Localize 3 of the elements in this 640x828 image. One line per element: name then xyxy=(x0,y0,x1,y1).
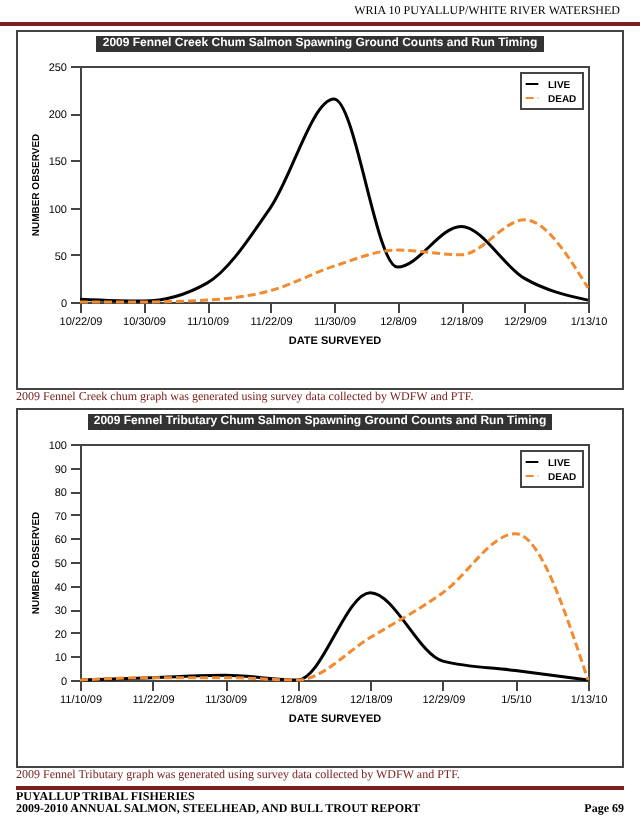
line-series xyxy=(78,97,590,303)
line-series xyxy=(78,218,590,304)
line-series xyxy=(78,532,590,682)
